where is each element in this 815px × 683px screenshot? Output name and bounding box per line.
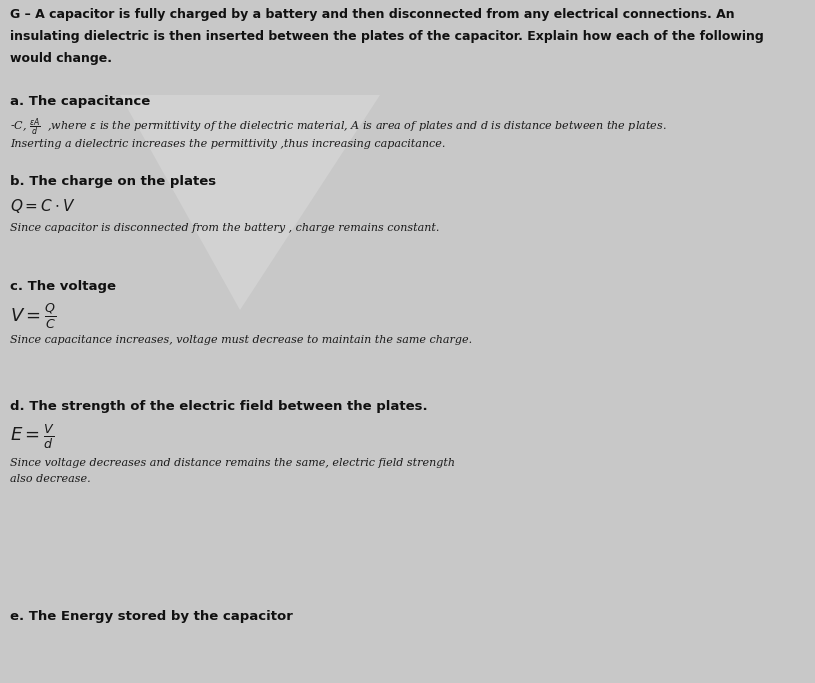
Text: e. The Energy stored by the capacitor: e. The Energy stored by the capacitor xyxy=(10,610,293,623)
Text: c. The voltage: c. The voltage xyxy=(10,280,116,293)
Text: Since voltage decreases and distance remains the same, electric field strength: Since voltage decreases and distance rem… xyxy=(10,458,455,468)
Text: also decrease.: also decrease. xyxy=(10,474,90,484)
Text: $V = \frac{Q}{C}$: $V = \frac{Q}{C}$ xyxy=(10,302,56,331)
Text: Since capacitance increases, voltage must decrease to maintain the same charge.: Since capacitance increases, voltage mus… xyxy=(10,335,472,345)
Text: a. The capacitance: a. The capacitance xyxy=(10,95,150,108)
Text: would change.: would change. xyxy=(10,52,112,65)
Text: Since capacitor is disconnected from the battery , charge remains constant.: Since capacitor is disconnected from the… xyxy=(10,223,439,233)
Text: d. The strength of the electric field between the plates.: d. The strength of the electric field be… xyxy=(10,400,428,413)
Text: G – A capacitor is fully charged by a battery and then disconnected from any ele: G – A capacitor is fully charged by a ba… xyxy=(10,8,734,21)
Text: $E = \frac{V}{d}$: $E = \frac{V}{d}$ xyxy=(10,422,55,451)
Text: b. The charge on the plates: b. The charge on the plates xyxy=(10,175,216,188)
Polygon shape xyxy=(120,95,380,310)
Text: insulating dielectric is then inserted between the plates of the capacitor. Expl: insulating dielectric is then inserted b… xyxy=(10,30,764,43)
Text: Inserting a dielectric increases the permittivity ,thus increasing capacitance.: Inserting a dielectric increases the per… xyxy=(10,139,445,149)
Text: $Q = C \cdot V$: $Q = C \cdot V$ xyxy=(10,197,76,215)
Text: -C, $\frac{\varepsilon A}{d}$  ,where $\varepsilon$ is the permittivity of the d: -C, $\frac{\varepsilon A}{d}$ ,where $\v… xyxy=(10,117,667,139)
